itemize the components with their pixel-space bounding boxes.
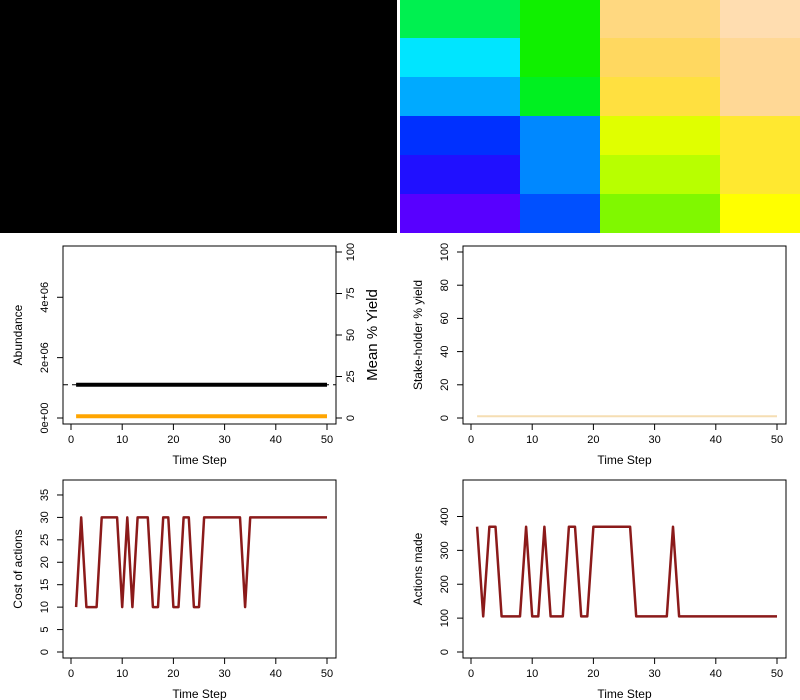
y-right-tick-label: 75 — [345, 287, 357, 299]
y-right-tick-label: 0 — [345, 415, 357, 421]
y-axis-label: Abundance — [11, 304, 25, 365]
x-tick-label: 20 — [587, 434, 599, 446]
x-tick-label: 30 — [648, 434, 660, 446]
black-panel — [0, 0, 397, 233]
y-axis-label: Stake-holder % yield — [411, 280, 425, 390]
heatmap-cell — [720, 38, 800, 77]
y-tick-label: 0e+00 — [39, 403, 51, 434]
x-tick-label: 10 — [116, 668, 128, 680]
heatmap-cell — [600, 116, 720, 155]
x-tick-label: 0 — [468, 668, 474, 680]
y-tick-label: 200 — [439, 575, 451, 593]
heatmap-cell — [720, 116, 800, 155]
x-tick-label: 30 — [218, 668, 230, 680]
heatmap-cell — [400, 38, 520, 77]
heatmap-cell — [400, 77, 520, 116]
x-tick-label: 40 — [710, 434, 722, 446]
heatmap-cell — [400, 0, 520, 38]
x-tick-label: 40 — [710, 668, 722, 680]
y-tick-label: 400 — [439, 507, 451, 525]
y-tick-label: 25 — [39, 534, 51, 546]
y-tick-label: 0 — [439, 649, 451, 655]
y-tick-label: 0 — [439, 415, 451, 421]
heatmap-cell — [520, 194, 600, 233]
heatmap-cell — [720, 0, 800, 38]
x-tick-label: 50 — [771, 434, 783, 446]
x-tick-label: 10 — [116, 434, 128, 446]
stakeholder-plot: 0 10 20 30 40 50 Time Step 0 20 40 60 80 100 Stake-ho… — [411, 243, 787, 467]
x-tick-label: 50 — [321, 434, 333, 446]
x-tick-label: 0 — [468, 434, 474, 446]
y-tick-label: 20 — [39, 556, 51, 568]
heatmap-cell — [600, 77, 720, 116]
x-tick-label: 20 — [167, 434, 179, 446]
heatmap-cell — [520, 0, 600, 38]
heatmap-cell — [720, 155, 800, 194]
heatmap-cell — [520, 116, 600, 155]
y-tick-label: 30 — [39, 511, 51, 523]
y-tick-label: 100 — [439, 243, 451, 261]
y-tick-label: 300 — [439, 541, 451, 559]
cost-plot: 0 10 20 30 40 50 Time Step 0 5 10 15 20 25 30 35 Cost o… — [11, 479, 337, 700]
plot-frame — [62, 479, 337, 659]
x-tick-label: 20 — [587, 668, 599, 680]
heatmap-cell — [520, 77, 600, 116]
plot-frame — [62, 245, 337, 425]
heatmap-cell — [600, 38, 720, 77]
x-tick-label: 50 — [321, 668, 333, 680]
heatmap-cell — [600, 155, 720, 194]
y-right-tick-label: 100 — [345, 243, 357, 261]
x-axis-label: Time Step — [172, 687, 227, 700]
heatmap-cell — [520, 38, 600, 77]
y-tick-label: 100 — [439, 609, 451, 627]
y-axis-label: Actions made — [411, 532, 425, 605]
x-tick-label: 40 — [270, 668, 282, 680]
y-tick-label: 2e+06 — [39, 342, 51, 373]
heatmap-cell — [720, 77, 800, 116]
y-tick-label: 15 — [39, 579, 51, 591]
y-tick-label: 80 — [439, 279, 451, 291]
y-tick-label: 4e+06 — [39, 282, 51, 313]
heatmap-cell — [520, 155, 600, 194]
plot-frame — [462, 245, 787, 425]
heatmap-cell — [400, 194, 520, 233]
y-tick-label: 40 — [439, 345, 451, 357]
heatmap-cell — [400, 116, 520, 155]
x-axis-label: Time Step — [597, 687, 652, 700]
x-tick-label: 10 — [526, 434, 538, 446]
y-tick-label: 0 — [39, 649, 51, 655]
y-axis-label: Cost of actions — [11, 529, 25, 608]
y-right-axis-label: Mean % Yield — [364, 289, 381, 381]
heatmap-cell — [600, 0, 720, 38]
x-tick-label: 50 — [771, 668, 783, 680]
x-tick-label: 10 — [526, 668, 538, 680]
heatmap-cell — [600, 194, 720, 233]
y-tick-label: 10 — [39, 601, 51, 613]
y-right-tick-label: 25 — [345, 370, 357, 382]
y-right-tick-label: 50 — [345, 329, 357, 341]
series-line-0 — [475, 525, 777, 618]
heatmap-cell — [720, 194, 800, 233]
x-tick-label: 30 — [218, 434, 230, 446]
x-tick-label: 0 — [68, 668, 74, 680]
series-line-0 — [74, 516, 327, 609]
y-tick-label: 35 — [39, 489, 51, 501]
x-tick-label: 20 — [167, 668, 179, 680]
cell-heatmap — [400, 0, 800, 233]
x-tick-label: 30 — [648, 668, 660, 680]
x-tick-label: 0 — [68, 434, 74, 446]
actions-plot: 0 10 20 30 40 50 Time Step 0 100 200 300 400 Actions… — [411, 479, 787, 700]
abundance-plot: 0 10 20 30 40 50 Time Step 0e+00 2e+06 4e+06 Abund… — [11, 243, 381, 467]
y-tick-label: 60 — [439, 312, 451, 324]
x-tick-label: 40 — [270, 434, 282, 446]
plot-frame — [462, 479, 787, 659]
y-tick-label: 20 — [439, 379, 451, 391]
x-axis-label: Time Step — [597, 453, 652, 467]
heatmap-cell — [400, 155, 520, 194]
y-tick-label: 5 — [39, 627, 51, 633]
x-axis-label: Time Step — [172, 453, 227, 467]
